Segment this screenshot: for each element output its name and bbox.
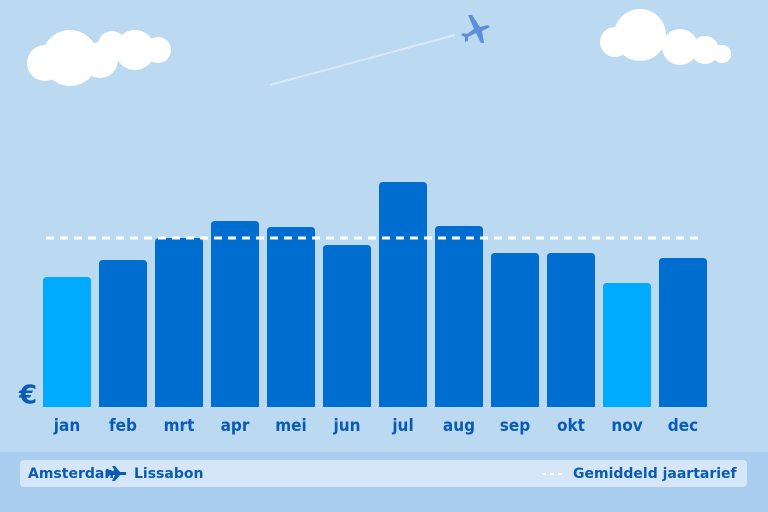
x-tick-label: jun <box>332 416 360 436</box>
plot-area: jan feb mrt apr mei jun jul aug sep okt nov dec <box>43 182 707 436</box>
x-tick-label: feb <box>109 416 137 436</box>
x-tick-label: sep <box>500 416 530 436</box>
route-from: Amsterdam <box>28 466 119 482</box>
plane-icon <box>106 466 126 481</box>
legend-box <box>20 460 747 487</box>
bar <box>547 253 595 407</box>
bar <box>603 283 651 407</box>
bar <box>99 260 147 407</box>
bar <box>323 245 371 407</box>
bar <box>491 253 539 407</box>
x-tick-label: apr <box>221 416 250 436</box>
bar <box>379 182 427 407</box>
x-tick-label: jan <box>53 416 80 436</box>
bar <box>155 238 203 407</box>
plane-icon <box>461 15 490 43</box>
x-tick-label: okt <box>557 416 585 436</box>
x-tick-label: jul <box>391 416 413 436</box>
bar <box>659 258 707 407</box>
contrail <box>269 34 456 86</box>
bar <box>43 277 91 407</box>
x-tick-label: aug <box>443 416 475 436</box>
x-tick-label: mei <box>275 416 307 436</box>
bar <box>267 227 315 407</box>
bar <box>435 226 483 407</box>
x-tick-label: dec <box>668 416 698 436</box>
bar <box>211 221 259 407</box>
cloud <box>600 9 731 65</box>
x-tick-label: mrt <box>164 416 195 436</box>
cloud <box>27 30 171 86</box>
legend-label: Gemiddeld jaartarief <box>573 466 738 482</box>
x-tick-label: nov <box>611 416 642 436</box>
route-to: Lissabon <box>134 466 203 482</box>
currency-label: € <box>18 381 37 411</box>
